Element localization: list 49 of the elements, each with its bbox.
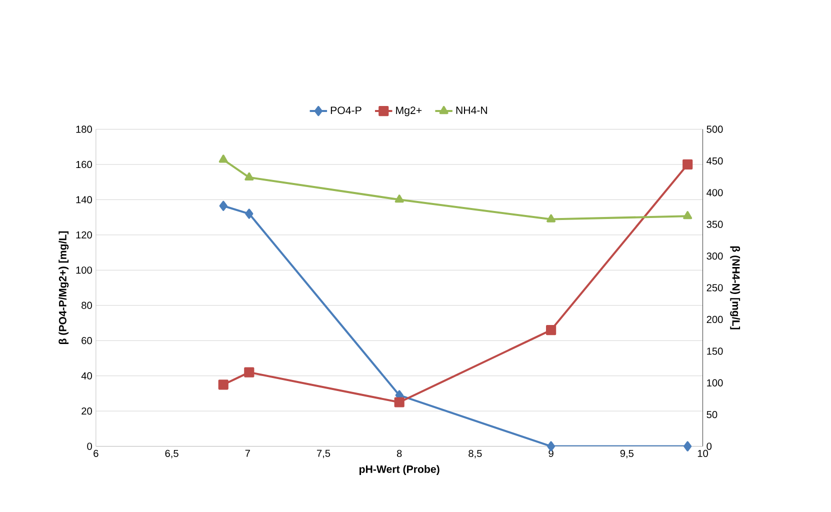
legend-label: Mg2+ [396, 106, 422, 116]
point [547, 441, 556, 452]
y-tick-label: 160 [76, 160, 92, 168]
y-tick-label: 100 [76, 266, 92, 274]
y2-tick-label: 350 [706, 220, 723, 228]
y2-tick-label: 450 [706, 157, 723, 165]
y2-tick-label: 50 [706, 411, 718, 418]
y-tick-label: 20 [82, 408, 92, 415]
y-tick-label: 60 [82, 337, 92, 344]
y-tick-label: 80 [82, 302, 92, 309]
x-tick-label: 9,5 [620, 450, 634, 458]
point [244, 172, 254, 180]
point [219, 200, 228, 211]
point [245, 208, 254, 219]
y2-tick-label: 200 [706, 316, 723, 324]
point [546, 325, 556, 336]
y-axis-title: β (PO4-P/Mg2+) [mg/L] [58, 231, 69, 344]
x-tick-label: 10 [698, 450, 708, 458]
y-tick-label: 0 [87, 442, 92, 450]
y-tick-label: 180 [76, 126, 92, 133]
x-tick-label: 7 [245, 450, 250, 457]
point [218, 380, 228, 390]
x-tick-label: 6,5 [165, 450, 178, 458]
point [218, 154, 228, 163]
point [394, 397, 404, 408]
point [394, 194, 404, 203]
point [683, 211, 692, 220]
y2-tick-label: 300 [706, 252, 723, 260]
y-tick-label: 140 [76, 196, 92, 204]
legend-label: PO4-P [330, 106, 362, 114]
point [244, 367, 254, 378]
x-axis-title: pH-Wert (Probe) [360, 465, 440, 476]
point [684, 441, 692, 452]
y2-tick-label: 400 [706, 189, 723, 196]
point [682, 159, 693, 170]
x-tick-label: 8 [396, 450, 402, 458]
y2-tick-label: 250 [706, 284, 723, 292]
x-tick-label: 7,5 [316, 450, 330, 458]
y2-tick-label: 0 [706, 442, 712, 450]
y-tick-label: 40 [81, 372, 92, 380]
point [546, 214, 556, 222]
y2-tick-label: 100 [707, 379, 723, 386]
y2-tick-label: 500 [706, 126, 723, 133]
y2-axis-title: β (NH4-N) [mg/L] [730, 246, 740, 330]
y2-tick-label: 150 [707, 348, 723, 355]
y-tick-label: 120 [76, 231, 92, 239]
x-tick-label: 6 [94, 450, 98, 458]
x-tick-label: 8,5 [468, 450, 482, 458]
legend-label: NH4-N [456, 106, 488, 114]
